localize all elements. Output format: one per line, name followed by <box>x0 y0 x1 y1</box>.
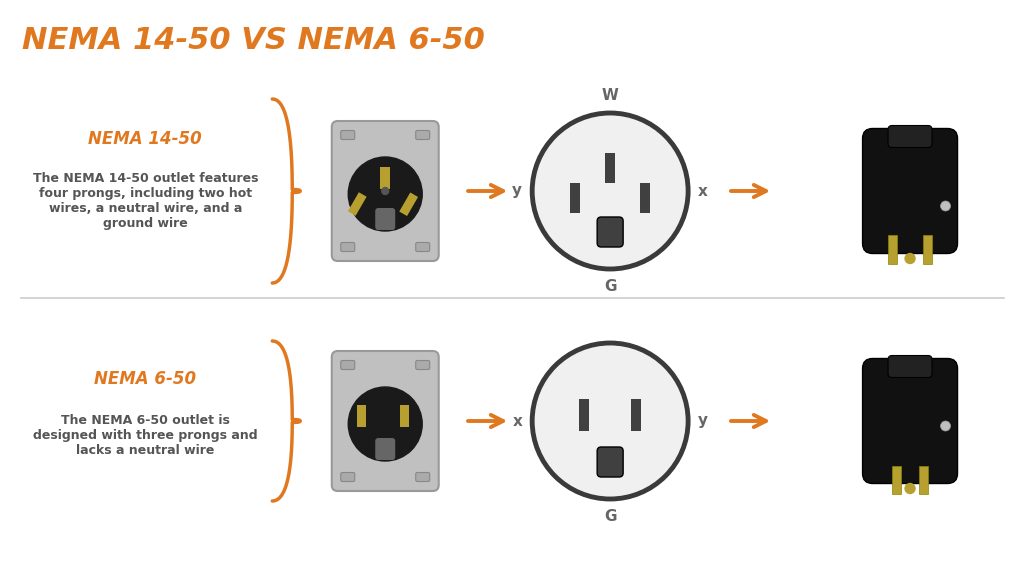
FancyBboxPatch shape <box>416 242 430 252</box>
Text: G: G <box>604 509 616 524</box>
FancyBboxPatch shape <box>416 361 430 369</box>
FancyBboxPatch shape <box>375 438 395 460</box>
Bar <box>570 183 581 213</box>
FancyBboxPatch shape <box>332 121 438 261</box>
Bar <box>399 192 418 216</box>
Text: y: y <box>512 184 522 199</box>
FancyBboxPatch shape <box>341 131 354 139</box>
FancyBboxPatch shape <box>341 472 354 482</box>
Text: NEMA 6-50: NEMA 6-50 <box>94 370 197 388</box>
FancyBboxPatch shape <box>416 131 430 139</box>
FancyBboxPatch shape <box>341 361 354 369</box>
Bar <box>380 167 390 189</box>
Bar <box>631 399 641 431</box>
Text: NEMA 14-50 VS NEMA 6-50: NEMA 14-50 VS NEMA 6-50 <box>23 26 485 55</box>
FancyBboxPatch shape <box>332 351 438 491</box>
Circle shape <box>905 253 915 263</box>
Bar <box>605 153 615 183</box>
Circle shape <box>940 201 950 211</box>
FancyBboxPatch shape <box>597 447 624 477</box>
Bar <box>580 399 589 431</box>
Bar <box>919 465 928 494</box>
FancyBboxPatch shape <box>888 126 932 147</box>
Bar <box>892 465 901 494</box>
FancyBboxPatch shape <box>888 355 932 377</box>
Bar <box>400 405 410 427</box>
Bar <box>640 183 650 213</box>
Text: G: G <box>604 279 616 294</box>
FancyBboxPatch shape <box>862 128 957 253</box>
Circle shape <box>532 113 688 269</box>
Text: x: x <box>698 184 708 199</box>
Text: The NEMA 14-50 outlet features
four prongs, including two hot
wires, a neutral w: The NEMA 14-50 outlet features four pron… <box>33 172 258 230</box>
Text: y: y <box>698 414 709 429</box>
Text: x: x <box>512 414 522 429</box>
FancyBboxPatch shape <box>341 242 354 252</box>
Circle shape <box>532 343 688 499</box>
Circle shape <box>905 483 915 494</box>
Circle shape <box>382 188 389 195</box>
Circle shape <box>348 387 422 461</box>
FancyBboxPatch shape <box>416 472 430 482</box>
Text: W: W <box>602 88 618 103</box>
Bar <box>888 236 897 263</box>
Bar <box>923 236 932 263</box>
FancyBboxPatch shape <box>375 208 395 230</box>
Text: NEMA 14-50: NEMA 14-50 <box>88 130 202 148</box>
Bar <box>356 405 366 427</box>
Circle shape <box>348 157 422 231</box>
FancyBboxPatch shape <box>597 217 624 247</box>
FancyBboxPatch shape <box>862 358 957 483</box>
Circle shape <box>940 421 950 431</box>
Bar <box>348 192 367 216</box>
Text: The NEMA 6-50 outlet is
designed with three prongs and
lacks a neutral wire: The NEMA 6-50 outlet is designed with th… <box>33 415 258 457</box>
